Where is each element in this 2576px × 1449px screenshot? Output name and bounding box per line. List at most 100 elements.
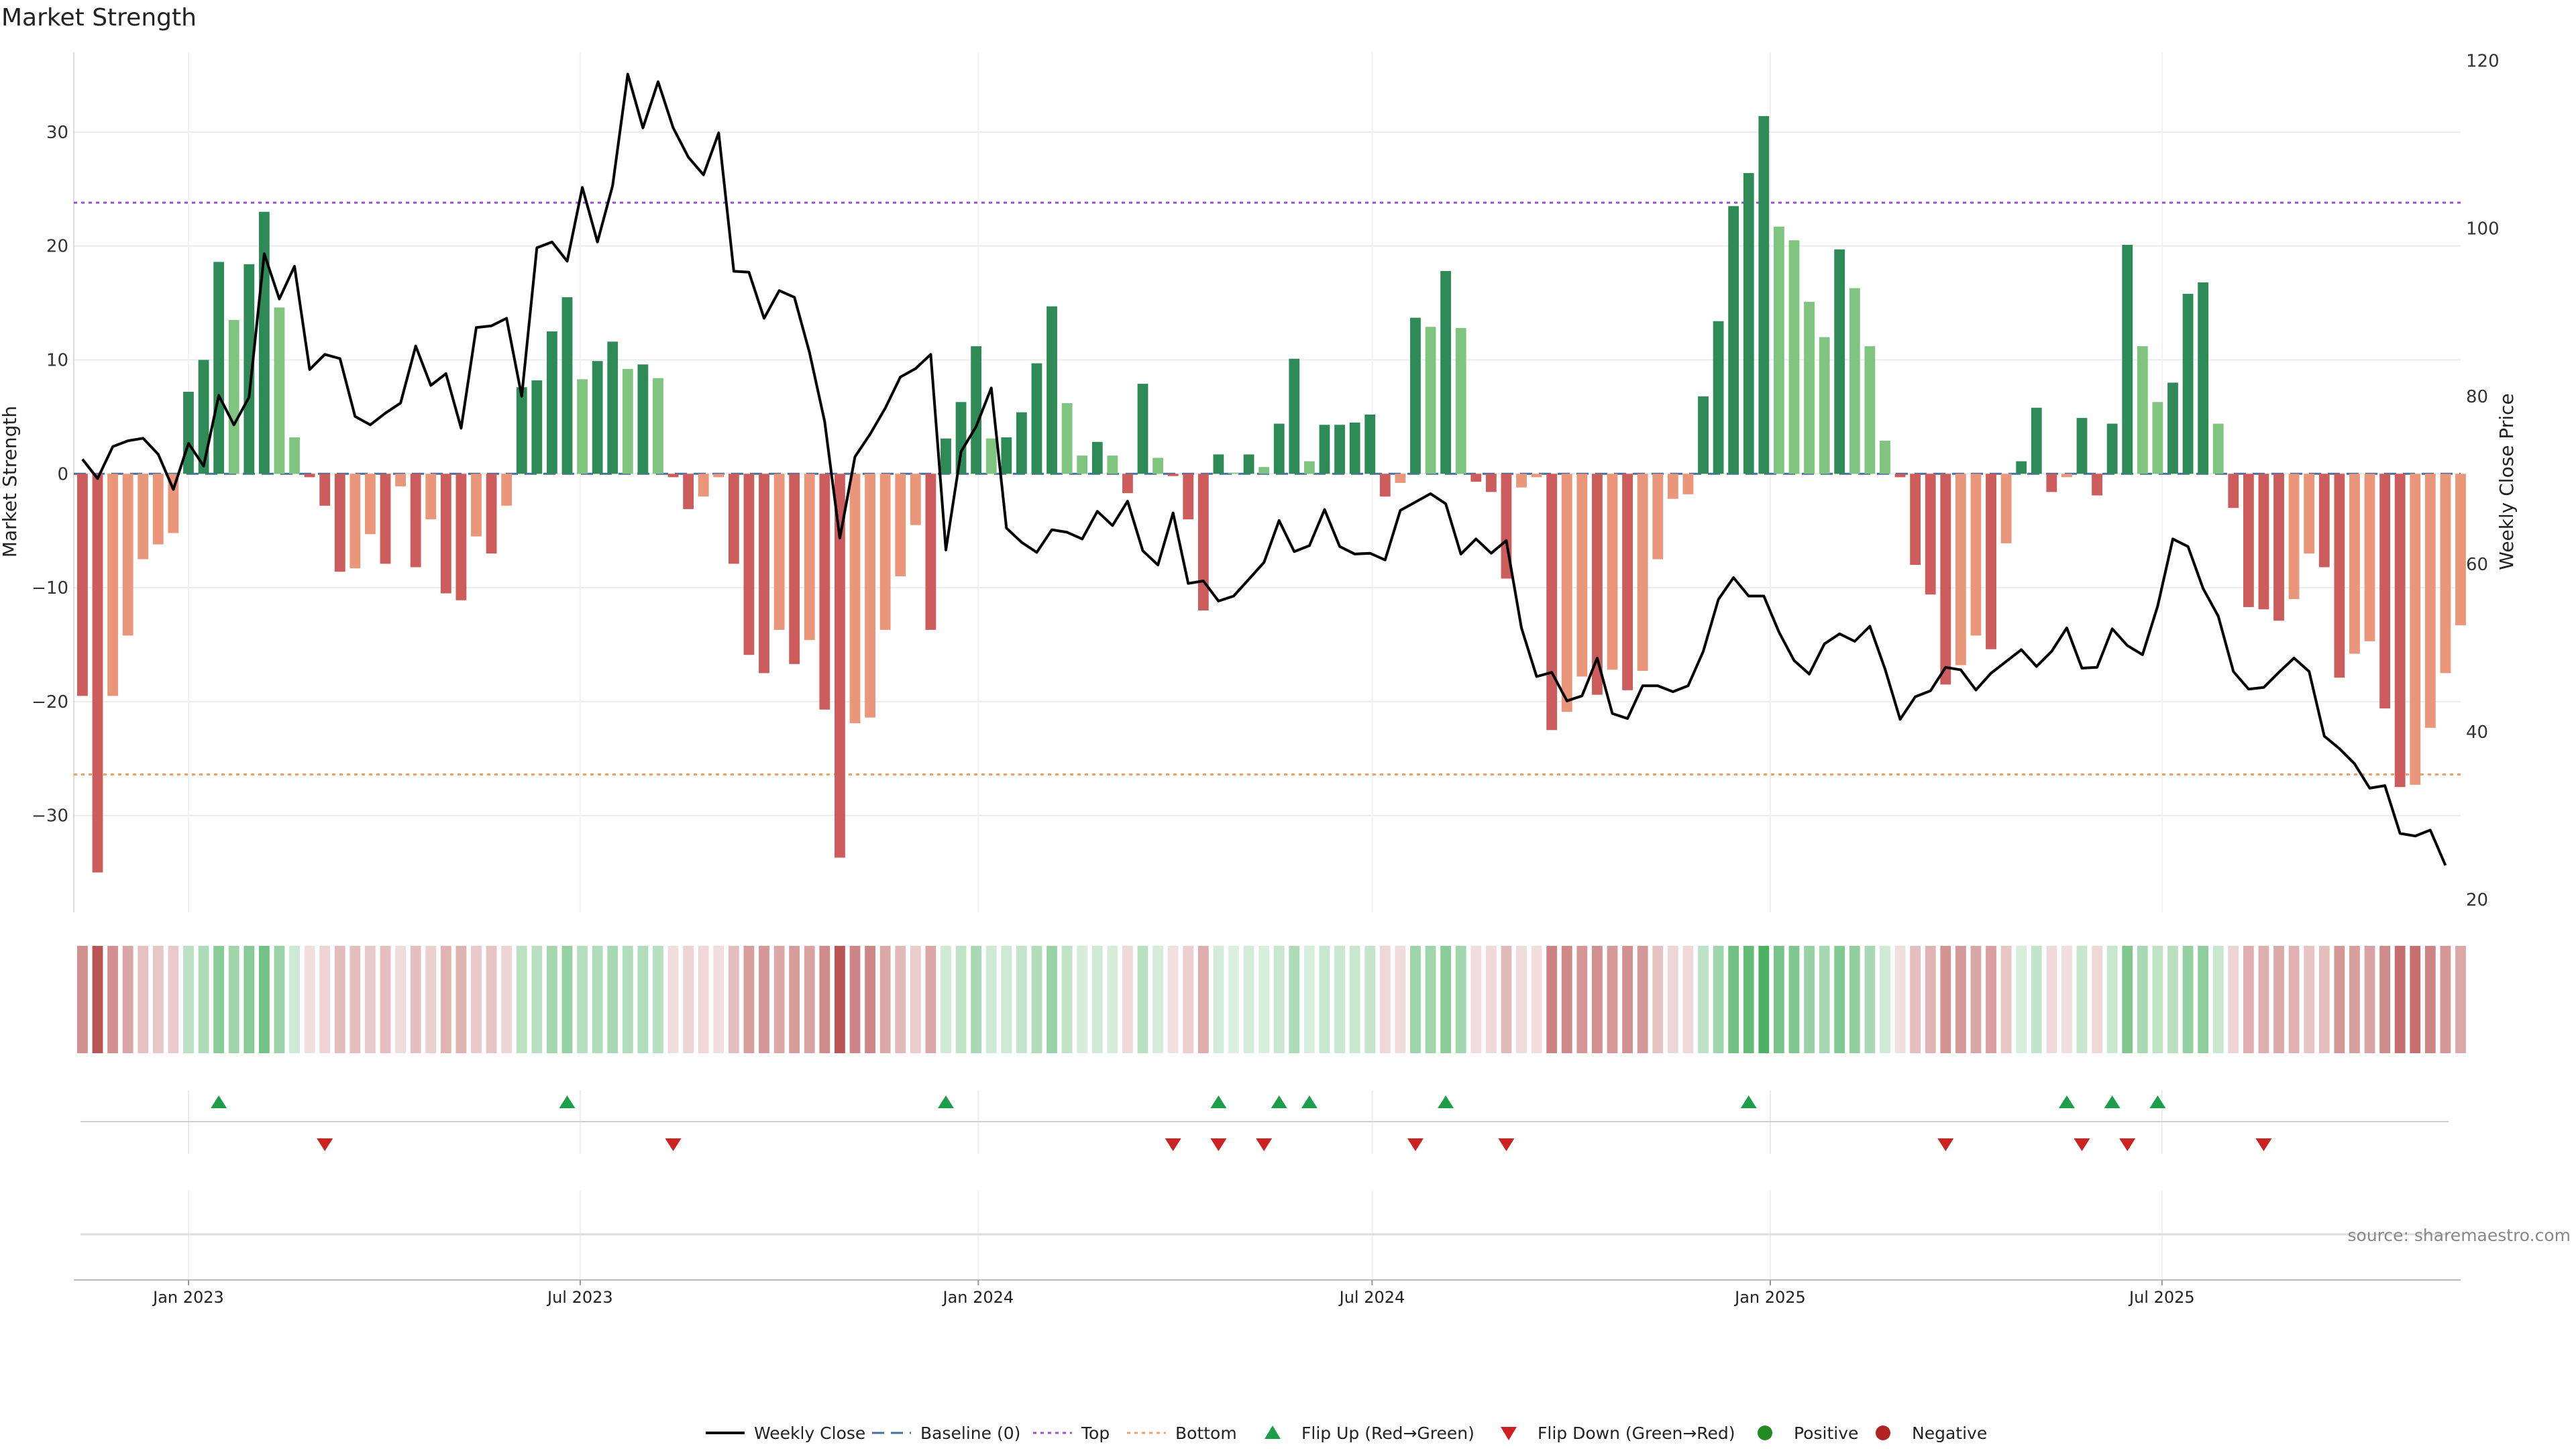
strength-bar [2061, 474, 2072, 478]
chart-title: Market Strength [1, 4, 197, 32]
x-tick-label: Jan 2024 [942, 1288, 1014, 1307]
heat-cell [955, 946, 967, 1053]
heat-cell [1667, 946, 1678, 1053]
strength-bar [1758, 116, 1770, 474]
strength-bar [2364, 474, 2375, 641]
strength-bar [1955, 474, 1966, 665]
heat-cell [471, 946, 482, 1053]
heat-cell [713, 946, 724, 1053]
heat-cell [2031, 946, 2042, 1053]
strength-bar [152, 474, 164, 545]
strength-bar [1849, 288, 1860, 474]
strength-heat-strip [76, 946, 2466, 1053]
strength-bar [1546, 474, 1558, 731]
strength-bar [2304, 474, 2315, 554]
heat-cell [1622, 946, 1633, 1053]
legend-flip-up: Flip Up (Red→Green) [1265, 1424, 1474, 1443]
strength-bar [1773, 226, 1784, 474]
strength-bar [2258, 474, 2269, 610]
strength-bar [516, 387, 527, 474]
flip-up-marker [937, 1095, 954, 1108]
y-tick-label: −10 [32, 578, 68, 598]
strength-bar [410, 474, 421, 568]
flip-down-marker [1498, 1138, 1515, 1151]
heat-cell [425, 946, 437, 1053]
strength-bar [2410, 474, 2421, 785]
flip-down-marker [1937, 1138, 1954, 1151]
x-tick-label: Jul 2024 [1338, 1288, 1405, 1307]
heat-cell [1516, 946, 1527, 1053]
heat-cell [1016, 946, 1027, 1053]
legend-top: Top [1033, 1424, 1110, 1443]
x-tick-label: Jul 2025 [2128, 1288, 2195, 1307]
strength-bar [1485, 474, 1497, 492]
y2-tick-label: 80 [2466, 387, 2488, 407]
legend-swatch-dot [1876, 1426, 1890, 1440]
x-tick-label: Jul 2023 [546, 1288, 613, 1307]
legend-flip-down: Flip Down (Green→Red) [1501, 1424, 1735, 1443]
strength-bar [1652, 474, 1664, 559]
strength-bar [1970, 474, 1982, 636]
heat-cell [1425, 946, 1436, 1053]
heat-cell [501, 946, 513, 1053]
strength-bar [1152, 458, 1164, 474]
heat-cell [728, 946, 739, 1053]
strength-bar [2076, 418, 2088, 474]
y-tick-label: −30 [32, 806, 68, 826]
heat-cell [1546, 946, 1558, 1053]
heat-cell [607, 946, 619, 1053]
heat-cell [849, 946, 861, 1053]
strength-bar [304, 474, 315, 478]
strength-bar [1940, 474, 1951, 685]
strength-bar [2122, 244, 2133, 474]
heat-cell [895, 946, 906, 1053]
bottom-panel [74, 1191, 2461, 1281]
strength-bar [486, 474, 497, 554]
y-axis-ticks: −30 −20 −10 0 10 20 30 [32, 123, 68, 826]
strength-bar [289, 437, 300, 474]
heat-cell [2228, 946, 2239, 1053]
heat-cell [152, 946, 164, 1053]
strength-bar [1531, 474, 1542, 478]
heat-cell [592, 946, 603, 1053]
heat-cell [1531, 946, 1542, 1053]
source-text: source: sharemaestro.com [2348, 1226, 2571, 1245]
strength-bar [1243, 454, 1254, 474]
strength-bar [2243, 474, 2254, 607]
heat-cell [1213, 946, 1224, 1053]
strength-bar [1122, 474, 1133, 494]
strength-bar [1713, 321, 1724, 474]
heat-cell [380, 946, 391, 1053]
strength-bar [2167, 382, 2178, 474]
strength-bar [561, 297, 573, 474]
heat-cell [531, 946, 543, 1053]
y-tick-label: 20 [46, 237, 68, 257]
strength-bar [728, 474, 739, 564]
strength-bar [334, 474, 345, 572]
heat-cell [1834, 946, 1845, 1053]
strength-bar [2334, 474, 2345, 678]
strength-bar [2182, 293, 2194, 474]
strength-bar [1834, 249, 1845, 474]
strength-bar [471, 474, 482, 537]
heat-cell [1849, 946, 1860, 1053]
heat-cell [2152, 946, 2163, 1053]
legend-label: Baseline (0) [920, 1424, 1020, 1443]
strength-bar [1894, 474, 1906, 478]
strength-bar [1592, 474, 1603, 695]
strength-bar [759, 474, 769, 674]
heat-cell [2122, 946, 2133, 1053]
flip-down-marker [1407, 1138, 1424, 1151]
strength-bar [1379, 474, 1391, 497]
strength-bar [2106, 423, 2118, 474]
strength-bar [1289, 358, 1300, 474]
heat-cell [1592, 946, 1603, 1053]
strength-bar [258, 211, 270, 474]
heat-cell [1152, 946, 1164, 1053]
strength-bar [2228, 474, 2239, 508]
heat-cell [1061, 946, 1073, 1053]
strength-bar [1637, 474, 1648, 672]
heat-cell [168, 946, 179, 1053]
y-axis-label: Market Strength [0, 406, 21, 557]
flip-down-marker [2119, 1138, 2136, 1151]
